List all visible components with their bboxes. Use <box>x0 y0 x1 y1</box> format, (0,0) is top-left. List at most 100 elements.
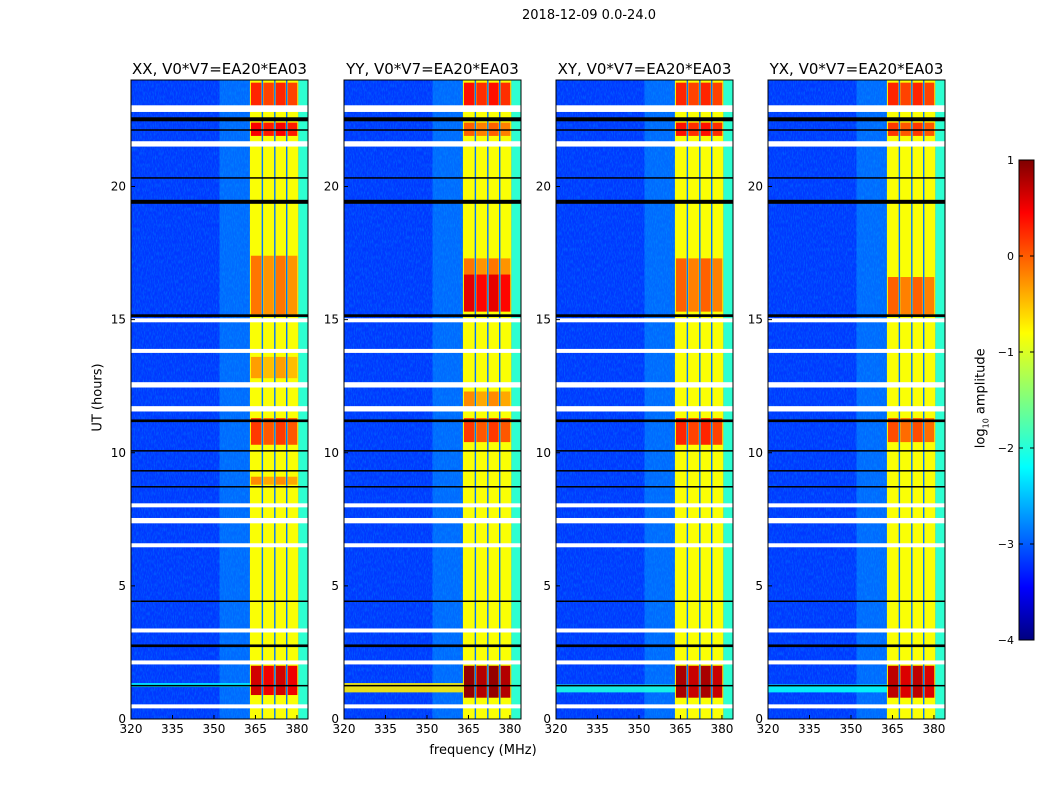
hot-cell <box>887 665 899 698</box>
x-tick-label: 350 <box>628 722 651 736</box>
subband-cell <box>687 80 700 719</box>
data-gap-row <box>556 105 733 112</box>
hot-cell <box>476 391 487 408</box>
x-tick-label: 380 <box>710 722 733 736</box>
data-gap-row <box>344 141 521 147</box>
hot-cell <box>500 258 511 275</box>
hot-cell <box>250 82 262 110</box>
x-tick-label: 365 <box>244 722 267 736</box>
hot-cell <box>250 356 262 379</box>
rfi-streak <box>556 684 675 693</box>
data-gap-row <box>344 318 521 323</box>
y-tick-label: 20 <box>748 180 763 194</box>
data-gap-row <box>131 348 308 353</box>
y-tick-label: 20 <box>111 180 126 194</box>
y-tick-label: 15 <box>324 313 339 327</box>
y-tick-label: 0 <box>118 712 126 726</box>
axes-frame <box>767 79 946 720</box>
x-tick-label: 335 <box>161 722 184 736</box>
hot-cell <box>287 356 298 379</box>
flagged-row <box>768 419 945 423</box>
figure-title: 2018-12-09 0.0-24.0 <box>522 8 656 23</box>
hot-cell <box>500 82 511 110</box>
hot-cell <box>263 418 274 445</box>
subband-edge <box>487 80 489 719</box>
hot-cell <box>675 665 687 698</box>
colorbar-tick-label: 1 <box>1007 154 1014 167</box>
data-gap-row <box>131 704 308 709</box>
hot-cell <box>500 391 511 408</box>
subband-cell <box>886 80 900 719</box>
data-gap-row <box>768 543 945 548</box>
y-tick-label: 5 <box>118 579 126 593</box>
y-tick-label: 5 <box>331 579 339 593</box>
hot-cell <box>675 82 687 110</box>
data-gap-row <box>556 628 733 633</box>
hot-cell <box>488 665 499 698</box>
band-shoulder-low <box>644 80 675 719</box>
y-tick-label: 0 <box>331 712 339 726</box>
colorbar-tick-label: −4 <box>998 634 1014 647</box>
data-gap-row <box>768 660 945 665</box>
subband-cell <box>711 80 724 719</box>
data-gap-row <box>556 543 733 548</box>
subband-cell <box>699 80 712 719</box>
flagged-row <box>344 314 521 317</box>
hot-cell <box>488 274 499 312</box>
subband-cell <box>923 80 936 719</box>
flagged-row <box>556 419 733 423</box>
hot-cell <box>712 82 723 110</box>
hot-cell <box>476 418 487 443</box>
flagged-row <box>131 177 308 179</box>
x-tick-label: 365 <box>881 722 904 736</box>
hot-cell <box>287 255 298 315</box>
data-gap-row <box>344 105 521 112</box>
data-gap-row <box>131 105 308 112</box>
hot-cell <box>463 274 475 312</box>
y-tick-label: 10 <box>324 446 339 460</box>
flagged-row <box>344 199 521 204</box>
data-gap-row <box>768 141 945 147</box>
flagged-row <box>768 684 945 687</box>
data-gap-row <box>556 517 733 524</box>
x-tick-label: 335 <box>374 722 397 736</box>
data-gap-row <box>768 382 945 388</box>
subband-edge <box>261 80 264 719</box>
hot-cell <box>250 418 262 445</box>
subband-edge <box>911 80 913 719</box>
flagged-row <box>768 470 945 472</box>
flagged-row <box>344 684 521 687</box>
hot-cell <box>250 665 262 696</box>
x-tick-label: 320 <box>545 722 568 736</box>
flagged-row <box>344 117 521 122</box>
hot-cell <box>700 258 711 312</box>
flagged-row <box>556 450 733 452</box>
axes-frame <box>343 79 522 720</box>
flagged-row <box>131 314 308 317</box>
data-gap-row <box>344 628 521 633</box>
hot-cell <box>275 82 286 110</box>
flagged-row <box>131 117 308 122</box>
subband-cell <box>262 80 275 719</box>
data-gap-row <box>556 503 733 508</box>
flagged-row <box>556 684 733 687</box>
flagged-row <box>344 419 521 423</box>
hot-cell <box>700 665 711 698</box>
x-tick-label: 365 <box>669 722 692 736</box>
flagged-row <box>556 117 733 122</box>
y-tick-label: 20 <box>536 180 551 194</box>
band-shoulder-low <box>219 80 250 719</box>
flagged-row <box>768 177 945 179</box>
x-tick-label: 380 <box>285 722 308 736</box>
hot-cell <box>688 418 699 445</box>
data-gap-row <box>131 318 308 323</box>
hot-cell <box>700 418 711 445</box>
flagged-row <box>768 644 945 648</box>
flagged-row <box>556 644 733 648</box>
data-gap-row <box>768 628 945 633</box>
band-shoulder-high <box>298 80 308 719</box>
hot-cell <box>500 274 511 312</box>
hot-cell <box>275 418 286 445</box>
data-gap-row <box>131 503 308 508</box>
flagged-row <box>768 199 945 204</box>
